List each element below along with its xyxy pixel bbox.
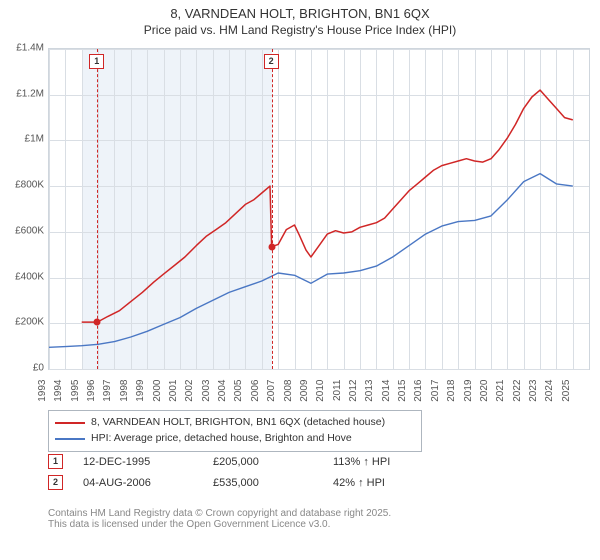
x-axis-label: 2002 xyxy=(184,380,195,402)
sale-marker-box-2: 2 xyxy=(264,54,279,69)
legend-swatch-hpi xyxy=(55,438,85,440)
legend-swatch-property xyxy=(55,422,85,424)
x-axis-label: 2015 xyxy=(397,380,408,402)
y-axis-label: £200K xyxy=(4,317,44,328)
copyright-line-1: Contains HM Land Registry data © Crown c… xyxy=(48,508,391,519)
series-line-hpi xyxy=(49,174,573,348)
chart-series-svg xyxy=(49,49,589,369)
sale-marker-box-1: 1 xyxy=(89,54,104,69)
legend-row-hpi: HPI: Average price, detached house, Brig… xyxy=(55,431,415,447)
x-axis-label: 2003 xyxy=(201,380,212,402)
x-axis-label: 2011 xyxy=(332,380,343,402)
x-axis-label: 2012 xyxy=(348,380,359,402)
sales-row-price: £205,000 xyxy=(213,456,313,468)
x-axis-label: 2021 xyxy=(495,380,506,402)
x-axis-label: 2010 xyxy=(315,380,326,402)
x-axis-label: 2004 xyxy=(217,380,228,402)
x-axis-label: 2024 xyxy=(544,380,555,402)
x-axis-label: 1995 xyxy=(70,380,81,402)
y-axis-label: £0 xyxy=(4,363,44,374)
legend-row-property: 8, VARNDEAN HOLT, BRIGHTON, BN1 6QX (det… xyxy=(55,415,415,431)
x-axis-label: 2025 xyxy=(561,380,572,402)
x-axis-label: 2001 xyxy=(168,380,179,402)
chart-legend: 8, VARNDEAN HOLT, BRIGHTON, BN1 6QX (det… xyxy=(48,410,422,452)
x-axis-label: 2009 xyxy=(299,380,310,402)
copyright-notice: Contains HM Land Registry data © Crown c… xyxy=(48,508,391,530)
x-axis-label: 2018 xyxy=(446,380,457,402)
x-axis-label: 2019 xyxy=(463,380,474,402)
sales-row-marker: 1 xyxy=(48,454,63,469)
x-axis-label: 1993 xyxy=(37,380,48,402)
x-axis-label: 1997 xyxy=(102,380,113,402)
sales-row-date: 04-AUG-2006 xyxy=(83,477,193,489)
sales-row: 2 04-AUG-2006 £535,000 42% ↑ HPI xyxy=(48,475,390,490)
sales-row: 1 12-DEC-1995 £205,000 113% ↑ HPI xyxy=(48,454,390,469)
x-axis-label: 1994 xyxy=(53,380,64,402)
x-axis-label: 1996 xyxy=(86,380,97,402)
y-axis-label: £600K xyxy=(4,225,44,236)
page-title: 8, VARNDEAN HOLT, BRIGHTON, BN1 6QX xyxy=(0,6,600,21)
chart-plot-area xyxy=(48,48,590,370)
y-axis-label: £400K xyxy=(4,271,44,282)
y-axis-label: £1.4M xyxy=(4,43,44,54)
gridline-horizontal xyxy=(49,369,589,370)
sale-dot-1 xyxy=(94,319,101,326)
x-axis-label: 2022 xyxy=(512,380,523,402)
sales-row-price: £535,000 xyxy=(213,477,313,489)
y-axis-label: £1.2M xyxy=(4,88,44,99)
x-axis-label: 2014 xyxy=(381,380,392,402)
x-axis-label: 2017 xyxy=(430,380,441,402)
series-line-property xyxy=(82,90,573,322)
x-axis-label: 2000 xyxy=(152,380,163,402)
copyright-line-2: This data is licensed under the Open Gov… xyxy=(48,519,391,530)
sales-row-pct: 42% ↑ HPI xyxy=(333,477,385,489)
legend-label-hpi: HPI: Average price, detached house, Brig… xyxy=(91,431,352,447)
y-axis-label: £1M xyxy=(4,134,44,145)
x-axis-label: 2016 xyxy=(413,380,424,402)
sale-dot-2 xyxy=(268,243,275,250)
x-axis-label: 2023 xyxy=(528,380,539,402)
legend-label-property: 8, VARNDEAN HOLT, BRIGHTON, BN1 6QX (det… xyxy=(91,415,385,431)
x-axis-label: 2008 xyxy=(283,380,294,402)
x-axis-label: 2007 xyxy=(266,380,277,402)
sales-row-pct: 113% ↑ HPI xyxy=(333,456,390,468)
sales-row-marker: 2 xyxy=(48,475,63,490)
sale-marker-vline-2 xyxy=(272,49,273,369)
page-subtitle: Price paid vs. HM Land Registry's House … xyxy=(0,23,600,37)
x-axis-label: 1999 xyxy=(135,380,146,402)
y-axis-label: £800K xyxy=(4,180,44,191)
x-axis-label: 2006 xyxy=(250,380,261,402)
sales-row-date: 12-DEC-1995 xyxy=(83,456,193,468)
x-axis-label: 2005 xyxy=(233,380,244,402)
x-axis-label: 1998 xyxy=(119,380,130,402)
x-axis-label: 2020 xyxy=(479,380,490,402)
sales-table: 1 12-DEC-1995 £205,000 113% ↑ HPI 2 04-AUG-20… xyxy=(48,454,390,496)
x-axis-label: 2013 xyxy=(364,380,375,402)
